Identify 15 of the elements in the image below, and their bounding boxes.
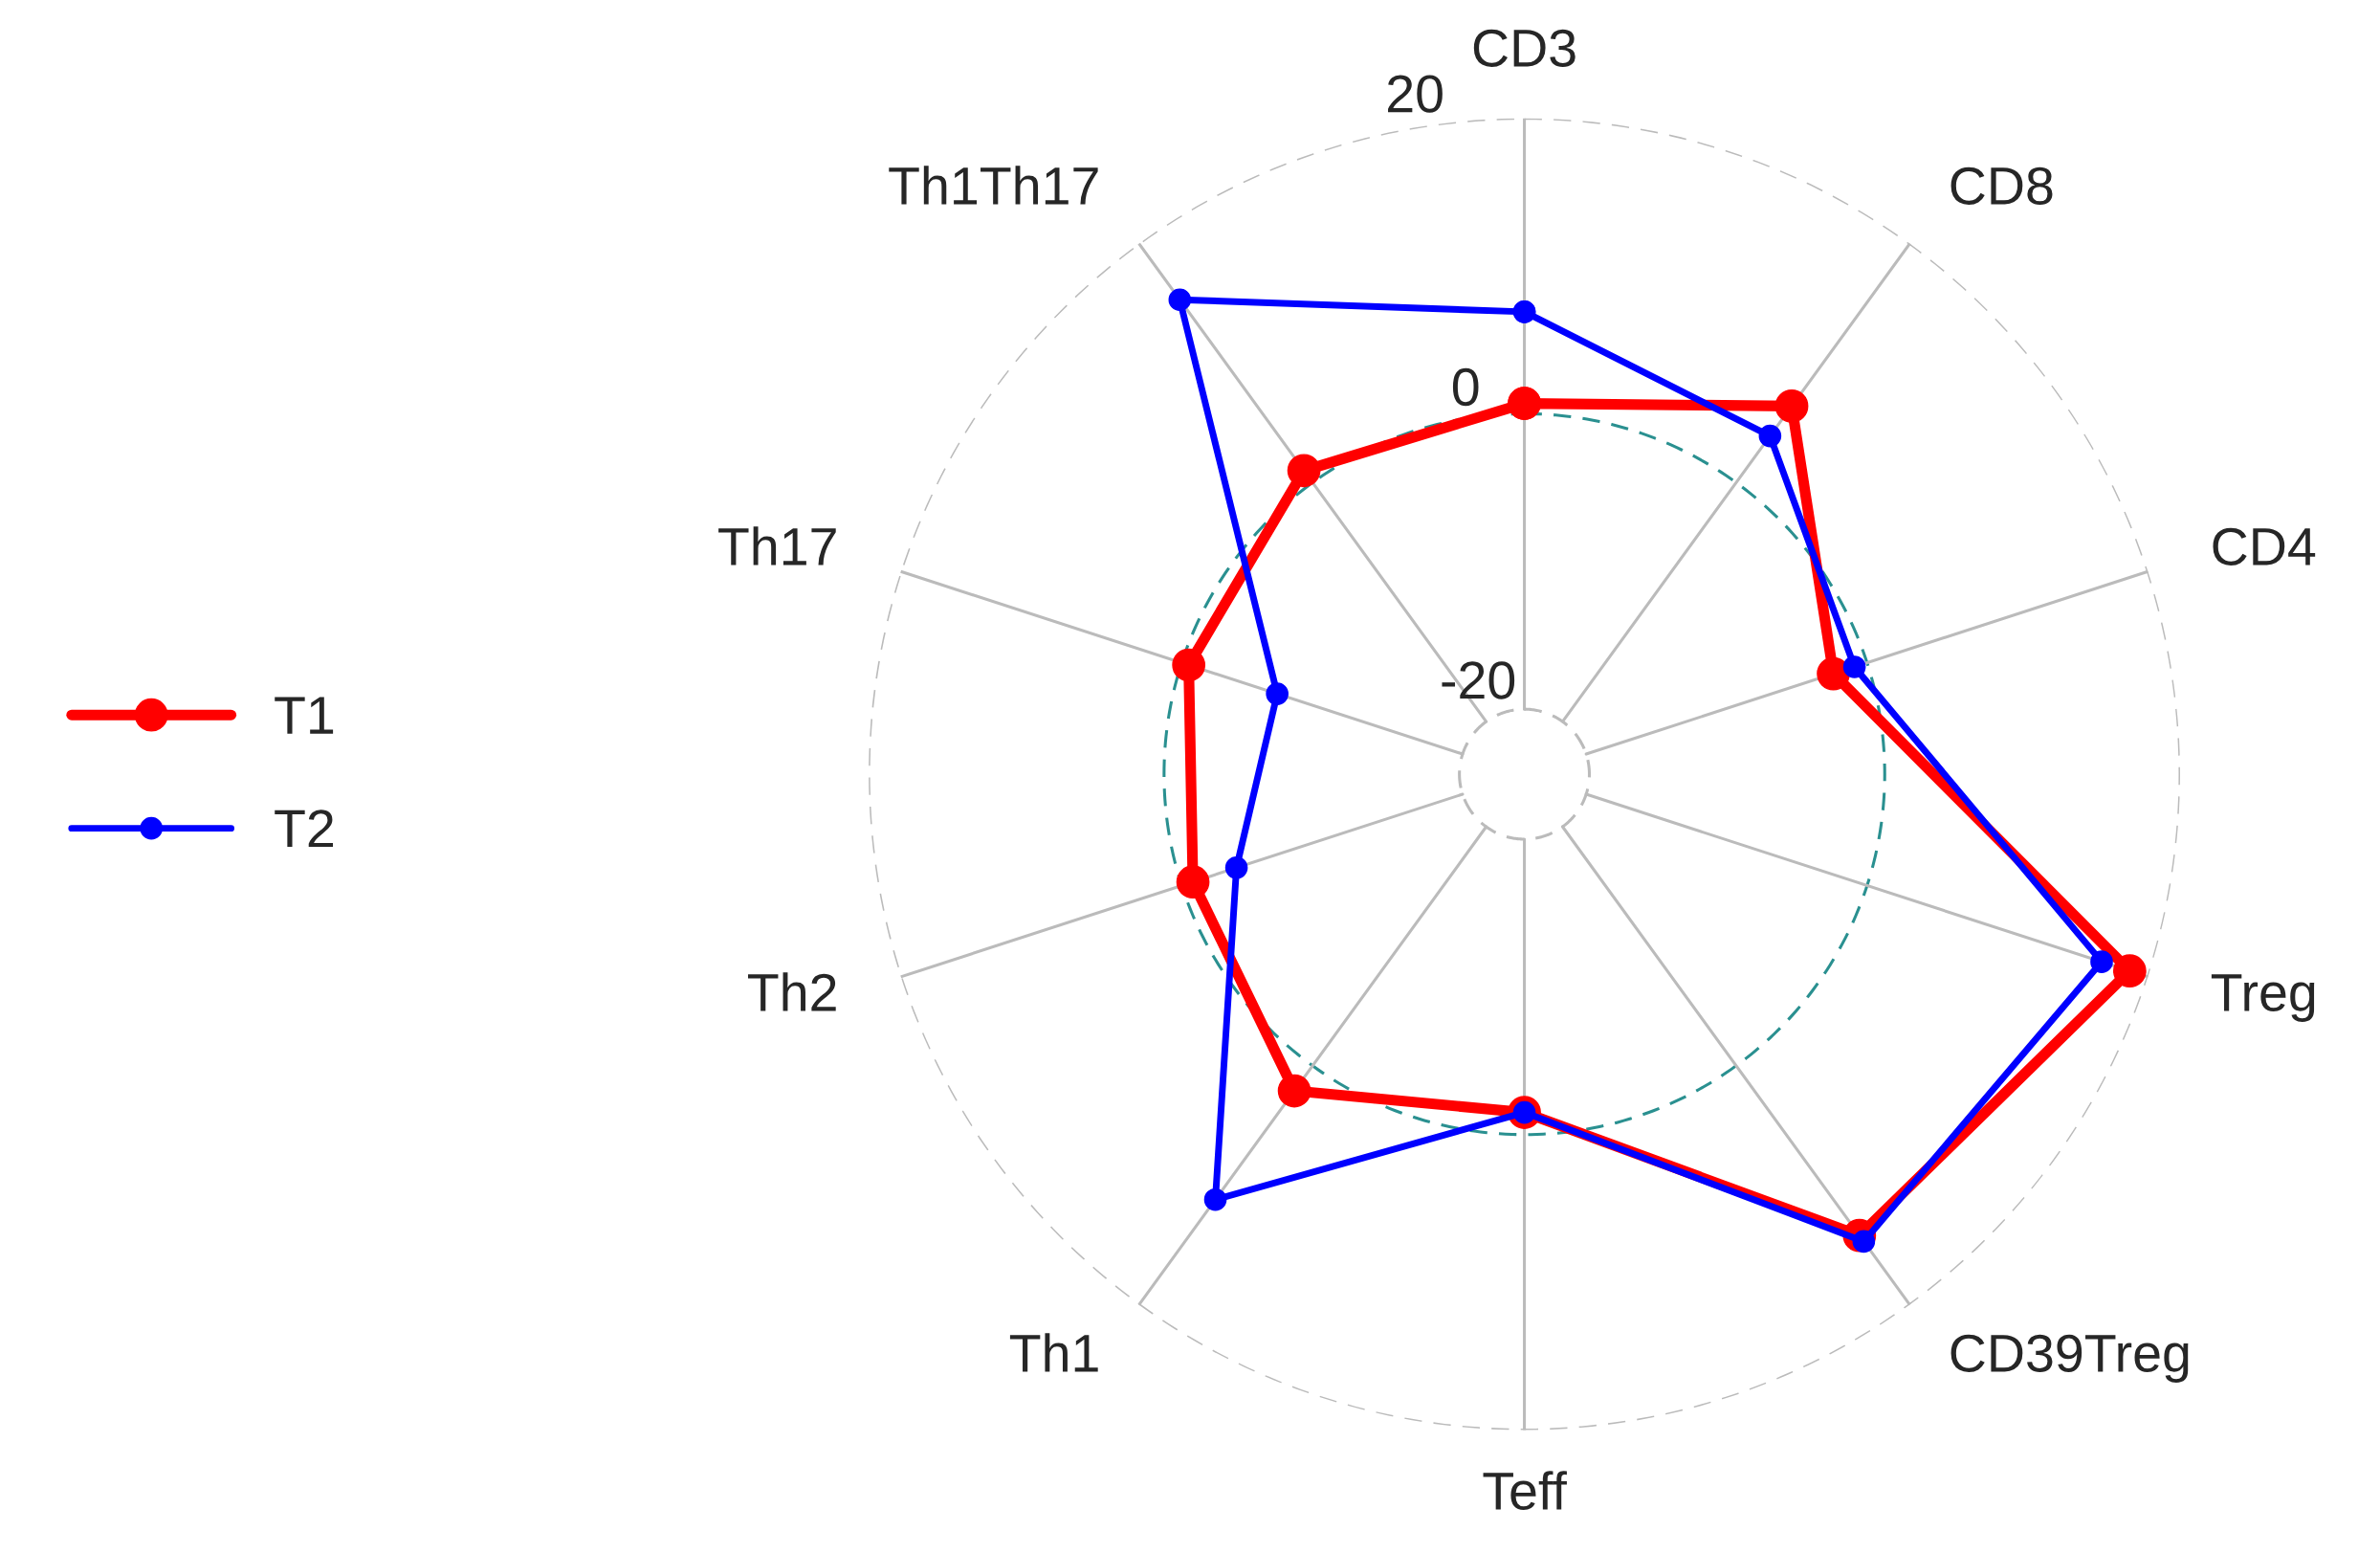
spoke-label: CD8	[1950, 166, 2053, 205]
spoke-label: Th1	[1009, 1333, 1098, 1372]
spoke-label: CD39Treg	[1950, 1334, 2189, 1383]
spoke-label: CD4	[2213, 527, 2316, 566]
spoke-label: CD3	[1473, 29, 1576, 67]
y-tick-label: 0	[1452, 367, 1479, 407]
spoke-label: Th2	[748, 972, 836, 1011]
spoke-label: Teff	[1483, 1471, 1567, 1510]
y-tick-label: -20	[1442, 661, 1515, 699]
y-tick-label: 20	[1388, 75, 1443, 113]
legend-label: T1	[275, 697, 334, 734]
spoke-label: Treg	[2211, 974, 2315, 1022]
spoke-label: Th1Th17	[889, 166, 1098, 205]
legend-label: T2	[275, 810, 334, 848]
spoke-label: Th17	[718, 526, 836, 566]
